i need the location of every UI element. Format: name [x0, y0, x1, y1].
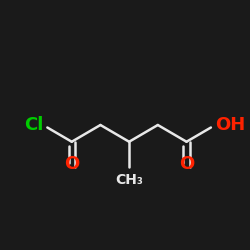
- Text: Cl: Cl: [24, 116, 43, 134]
- Text: CH₃: CH₃: [115, 173, 143, 187]
- Text: OH: OH: [215, 116, 246, 134]
- Text: O: O: [179, 155, 194, 173]
- Text: O: O: [64, 155, 79, 173]
